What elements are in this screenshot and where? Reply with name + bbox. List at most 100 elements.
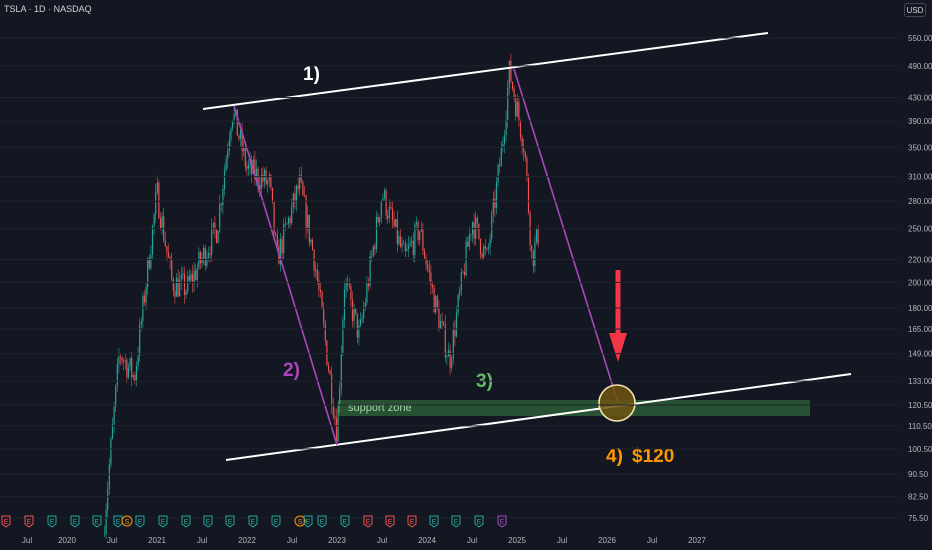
price-tick-label: 110.50 (908, 422, 932, 431)
candle-body (411, 240, 413, 243)
symbol-exchange: NASDAQ (53, 4, 92, 14)
support-zone-rect[interactable] (338, 400, 810, 416)
candle-body (476, 217, 478, 224)
split-marker[interactable] (294, 515, 306, 527)
earnings-marker[interactable] (429, 515, 439, 528)
candle-body (137, 355, 139, 366)
candle-body (503, 135, 506, 144)
earnings-marker[interactable] (92, 515, 102, 528)
candle-body (244, 147, 246, 167)
earnings-marker[interactable] (407, 515, 417, 528)
candle-body (263, 170, 266, 182)
candle-body (225, 159, 227, 172)
candle-body (508, 60, 510, 88)
candle-body (537, 228, 539, 245)
earnings-marker[interactable] (113, 515, 123, 528)
candle-body (351, 299, 354, 322)
candle-body (236, 109, 238, 136)
earnings-marker[interactable] (158, 515, 168, 528)
symbol-header: TSLA · 1D · NASDAQ (4, 4, 92, 14)
candle-body (132, 375, 134, 378)
earnings-marker[interactable] (47, 515, 57, 528)
candle-body (108, 464, 110, 489)
candle-body (382, 198, 384, 201)
candle-body (385, 190, 387, 216)
candle-body (113, 407, 115, 425)
earnings-marker[interactable] (303, 515, 313, 528)
target-circle[interactable] (598, 384, 636, 422)
wave-2-line[interactable] (233, 105, 338, 446)
price-axis[interactable]: 550.00 490.00 430.00 390.00 350.00 310.00 280.… (0, 34, 932, 523)
price-tick-label: 310.00 (908, 173, 932, 182)
earnings-marker[interactable] (474, 515, 484, 528)
candle-body (379, 217, 381, 223)
candle-body (204, 247, 206, 266)
candle-body (145, 287, 147, 303)
candle-body (241, 130, 243, 152)
earnings-marker[interactable] (181, 515, 191, 528)
price-tick-label: 75.50 (908, 514, 929, 523)
earnings-marker[interactable] (451, 515, 461, 528)
candles-layer (103, 54, 539, 540)
candle-body (131, 358, 133, 378)
candle-body (183, 273, 186, 295)
earnings-marker[interactable] (385, 515, 395, 528)
marker-letter: E (184, 519, 189, 526)
earnings-marker[interactable] (1, 515, 11, 528)
candle-body (271, 187, 274, 203)
upper-channel-line[interactable] (202, 32, 769, 110)
candle-body (391, 208, 394, 221)
marker-letter: E (274, 519, 279, 526)
arrow-shaft (615, 270, 621, 334)
marker-letter: E (228, 519, 233, 526)
earnings-marker[interactable] (203, 515, 213, 528)
earnings-marker[interactable] (248, 515, 258, 528)
candle-body (171, 259, 173, 279)
candle-body (343, 289, 346, 320)
candle-body (316, 269, 318, 281)
candle-body (435, 296, 437, 313)
earnings-marker[interactable] (135, 515, 145, 528)
time-tick-label: Jul (557, 536, 567, 545)
earnings-marker[interactable] (340, 515, 350, 528)
price-tick-label: 120.50 (908, 401, 932, 410)
earnings-marker[interactable] (271, 515, 281, 528)
candle-body (199, 251, 202, 264)
lower-channel-line[interactable] (225, 373, 852, 461)
earnings-marker[interactable] (70, 515, 80, 528)
candle-body (222, 188, 224, 205)
candle-body (441, 321, 443, 323)
candle-body (303, 195, 306, 197)
earnings-marker[interactable] (225, 515, 235, 528)
earnings-marker[interactable] (317, 515, 327, 528)
marker-letter: E (50, 519, 55, 526)
candle-body (155, 192, 157, 214)
marker-letter: S (298, 519, 303, 526)
marker-letter: S (125, 519, 130, 526)
candle-body (294, 193, 296, 203)
candle-body (182, 273, 184, 276)
candle-body (393, 220, 395, 227)
time-tick-label: 2020 (58, 536, 76, 545)
currency-button[interactable]: USD (904, 3, 926, 17)
price-tick-label: 430.00 (908, 93, 932, 102)
earnings-marker[interactable] (497, 515, 507, 528)
candle-body (291, 206, 293, 224)
earnings-marker[interactable] (24, 515, 34, 528)
candle-body (207, 253, 210, 258)
candle-body (188, 276, 190, 281)
candle-body (203, 247, 205, 258)
candle-body (307, 214, 309, 230)
candle-body (175, 278, 178, 297)
candle-body (219, 204, 221, 232)
candle-body (526, 157, 528, 178)
projection-line[interactable] (513, 68, 619, 404)
time-axis[interactable]: Jul 2020 Jul 2021 Jul 2022 Jul 2023 Jul 2024 Jul 20… (22, 536, 707, 545)
candle-body (428, 268, 430, 273)
candle-body (527, 177, 530, 213)
marker-letter: E (73, 519, 78, 526)
split-marker[interactable] (121, 515, 133, 527)
earnings-marker[interactable] (363, 515, 373, 528)
